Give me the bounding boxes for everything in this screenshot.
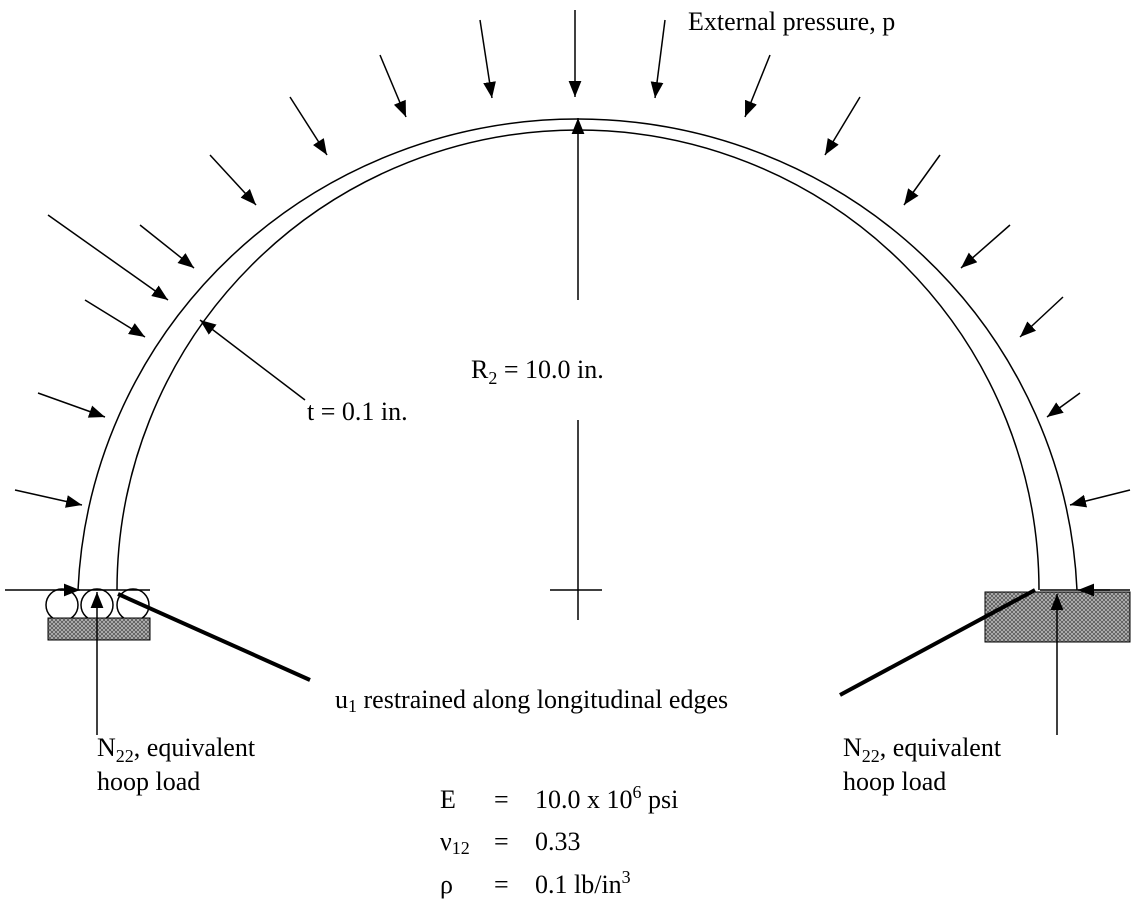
roller <box>45 588 79 622</box>
arrow <box>1046 392 1081 418</box>
text: , equivalent <box>134 733 256 762</box>
arrow <box>650 19 666 99</box>
symbol: R <box>471 355 489 384</box>
pressure-label: External pressure, p <box>688 7 895 36</box>
hoop-label: hoop load <box>843 767 946 796</box>
subscript: 2 <box>488 368 497 388</box>
property-symbol: ν12 <box>440 827 470 858</box>
roller-support <box>45 588 151 641</box>
property-value: 0.1 lb/in3 <box>535 867 631 899</box>
subscript: 1 <box>348 696 357 716</box>
arrow <box>37 392 106 418</box>
value: 0.1 lb/in <box>535 870 622 899</box>
subscript: 22 <box>862 746 880 766</box>
arrow <box>47 214 169 301</box>
symbol: N <box>97 733 116 762</box>
arrow <box>379 54 407 118</box>
arrow <box>289 96 328 156</box>
arrow <box>1019 296 1064 338</box>
properties: E = 10.0 x 106 psi ν12 = 0.33 ρ = 0.1 lb… <box>440 782 678 899</box>
text: restrained along longitudinal edges <box>357 685 728 714</box>
arrow <box>139 224 195 269</box>
arrow <box>744 54 771 118</box>
arrow <box>903 154 941 206</box>
subscript: 12 <box>452 838 470 858</box>
hoop-label: N22, equivalent <box>843 733 1002 766</box>
text: = 10.0 in. <box>497 355 603 384</box>
symbol: ν <box>440 827 452 856</box>
arrow <box>1069 489 1131 508</box>
superscript: 3 <box>622 867 631 887</box>
subscript: 22 <box>116 746 134 766</box>
hoop-label: hoop load <box>97 767 200 796</box>
arrow <box>479 19 496 99</box>
property-sign: = <box>494 785 509 814</box>
property-value: 10.0 x 106 psi <box>535 782 678 814</box>
restraint-label: u1 restrained along longitudinal edges <box>335 685 728 716</box>
text: , equivalent <box>880 733 1002 762</box>
hoop-label: N22, equivalent <box>97 733 256 766</box>
restraint-leader <box>117 592 311 682</box>
arrow <box>84 299 146 338</box>
restraint-leader <box>839 588 1036 697</box>
pressure-arrows <box>14 10 1131 508</box>
symbol: u <box>335 685 348 714</box>
arrow <box>14 489 83 508</box>
unit: psi <box>642 785 679 814</box>
ground <box>47 617 151 641</box>
property-value: 0.33 <box>535 827 581 856</box>
radius-label: R2 = 10.0 in. <box>471 355 604 388</box>
arrow <box>209 154 257 206</box>
symbol: N <box>843 733 862 762</box>
property-symbol: ρ <box>440 870 453 899</box>
value: 10.0 x 10 <box>535 785 633 814</box>
arrow <box>824 96 861 156</box>
property-symbol: E <box>440 785 456 814</box>
property-sign: = <box>494 827 509 856</box>
property-sign: = <box>494 870 509 899</box>
thickness-leader <box>199 319 306 401</box>
arrow <box>960 224 1011 269</box>
superscript: 6 <box>633 782 642 802</box>
thickness-label: t = 0.1 in. <box>307 397 408 426</box>
